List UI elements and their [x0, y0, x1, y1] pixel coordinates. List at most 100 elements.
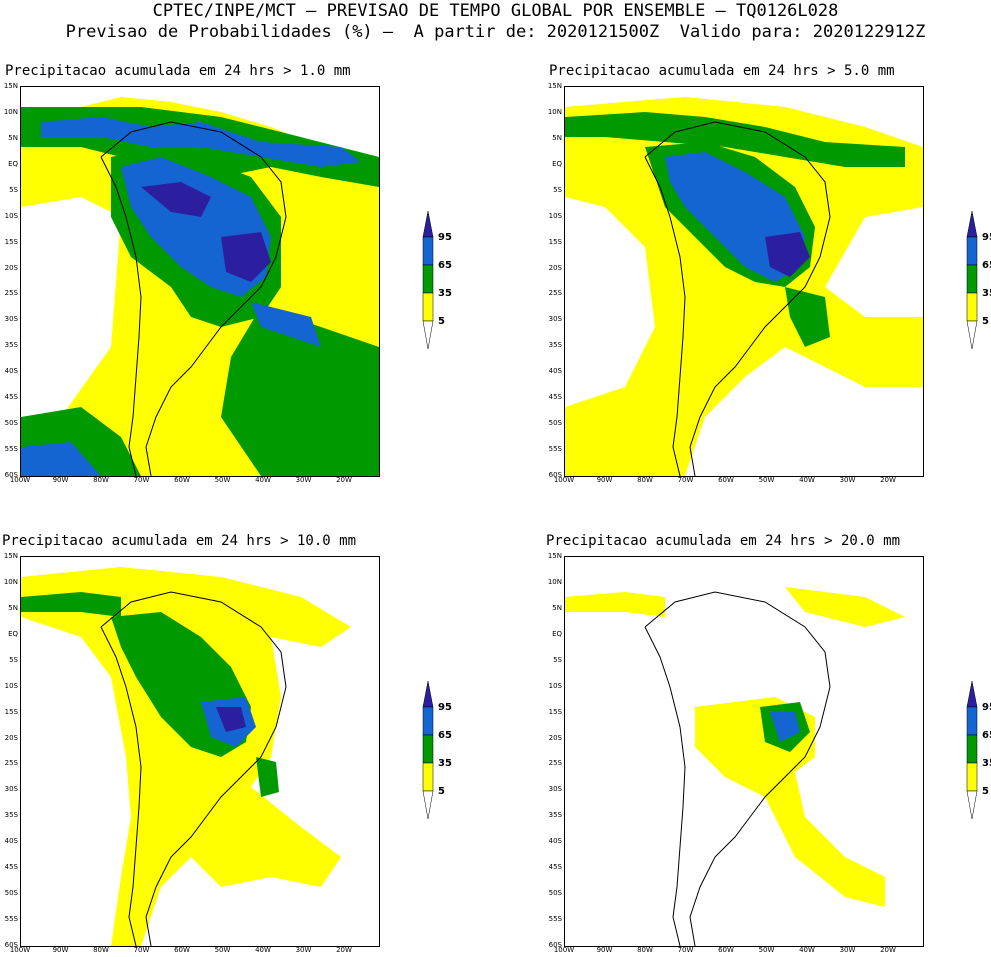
legend-label-5: 5: [982, 786, 989, 797]
lat-label: 35S: [4, 341, 18, 350]
lon-label: 40W: [799, 476, 815, 484]
lon-label: 60W: [718, 946, 734, 954]
lat-label: 20S: [548, 733, 562, 742]
legend-label-65: 65: [982, 730, 991, 741]
legend-label-65: 65: [438, 260, 452, 271]
lon-label: 80W: [93, 476, 109, 484]
lon-label: 20W: [880, 946, 896, 954]
legend-label-65: 65: [438, 730, 452, 741]
lat-label: 40S: [4, 367, 18, 376]
lat-label: EQ: [552, 629, 562, 638]
lat-label: 40S: [548, 837, 562, 846]
lat-label: 10N: [547, 107, 562, 116]
legend-label-95: 95: [438, 702, 452, 713]
lon-label: 40W: [255, 476, 271, 484]
lat-label: 20S: [4, 263, 18, 272]
lon-label: 70W: [133, 946, 150, 954]
lon-label: 100W: [9, 946, 31, 954]
lat-label: 5S: [9, 185, 18, 194]
legend-panel-1: 95 65 35 5: [418, 210, 478, 361]
lat-label: 45S: [548, 863, 562, 872]
lon-label: 100W: [553, 946, 575, 954]
panel-3-title: Precipitacao acumulada em 24 hrs > 10.0 …: [2, 533, 357, 549]
lon-label: 30W: [839, 476, 856, 484]
lat-label: 10N: [3, 107, 18, 116]
lon-label: 80W: [93, 946, 109, 954]
lat-label: 15S: [548, 237, 562, 246]
lon-label: 100W: [9, 476, 31, 484]
lat-label: 15N: [547, 82, 562, 90]
legend-label-95: 95: [982, 232, 991, 243]
lat-label: 55S: [548, 915, 562, 924]
lat-label: 5N: [8, 603, 18, 612]
legend-panel-3: 95 65 35 5: [418, 680, 478, 831]
legend-label-65: 65: [982, 260, 991, 271]
lon-label: 50W: [214, 476, 231, 484]
lat-label: 25S: [548, 759, 562, 768]
legend-label-5: 5: [438, 786, 445, 797]
lat-label: 55S: [4, 445, 18, 454]
panel-4-title: Precipitacao acumulada em 24 hrs > 20.0 …: [546, 533, 901, 549]
lon-label: 80W: [637, 476, 653, 484]
lat-label: 15S: [548, 707, 562, 716]
lon-label: 90W: [52, 476, 69, 484]
coastline: [644, 121, 831, 476]
lat-label: 20S: [548, 263, 562, 272]
probability-shading: [21, 87, 379, 476]
lon-label: 40W: [799, 946, 815, 954]
lon-label: 90W: [52, 946, 69, 954]
legend-label-5: 5: [982, 316, 989, 327]
lon-label: 30W: [295, 946, 312, 954]
lat-label: 15S: [4, 707, 18, 716]
lat-label: 50S: [548, 889, 562, 898]
panel-2-title: Precipitacao acumulada em 24 hrs > 5.0 m…: [549, 63, 895, 79]
lat-label: 15S: [4, 237, 18, 246]
legend-panel-4: 95 65 35 5: [962, 680, 991, 831]
lon-label: 30W: [295, 476, 312, 484]
lon-label: 60W: [718, 476, 734, 484]
lon-label: 100W: [553, 476, 575, 484]
legend-label-95: 95: [438, 232, 452, 243]
lat-label: 45S: [548, 393, 562, 402]
lat-label: 60S: [548, 941, 562, 949]
lat-label: 5N: [552, 133, 562, 142]
lon-label: 70W: [133, 476, 150, 484]
main-title: CPTEC/INPE/MCT – PREVISAO DE TEMPO GLOBA…: [152, 1, 839, 21]
lon-label: 70W: [677, 476, 694, 484]
lat-label: 50S: [4, 419, 18, 428]
lat-label: 5N: [552, 603, 562, 612]
lat-label: 10S: [4, 681, 18, 690]
lat-label: 20S: [4, 733, 18, 742]
lon-label: 50W: [758, 476, 775, 484]
coastline: [100, 121, 287, 476]
lat-label: 5S: [553, 655, 562, 664]
legend-label-95: 95: [982, 702, 991, 713]
lat-label: 40S: [548, 367, 562, 376]
lat-label: 25S: [4, 289, 18, 298]
lon-label: 90W: [596, 476, 613, 484]
subtitle: Previsao de Probabilidades (%) – A parti…: [65, 22, 926, 42]
lat-label: 35S: [4, 811, 18, 820]
lon-label: 90W: [596, 946, 613, 954]
lat-label: EQ: [8, 629, 18, 638]
lat-label: 30S: [548, 315, 562, 324]
map-panel-3: [20, 556, 380, 947]
lat-label: 60S: [4, 471, 18, 479]
lat-label: 25S: [4, 759, 18, 768]
lat-label: 10S: [548, 211, 562, 220]
lat-label: 10S: [4, 211, 18, 220]
lat-label: EQ: [8, 159, 18, 168]
lat-label: 5N: [8, 133, 18, 142]
lon-label: 50W: [758, 946, 775, 954]
lat-label: 25S: [548, 289, 562, 298]
lat-label: 35S: [548, 811, 562, 820]
lat-label: 35S: [548, 341, 562, 350]
lat-label: 55S: [4, 915, 18, 924]
lat-label: 5S: [9, 655, 18, 664]
lat-label: 60S: [548, 471, 562, 479]
lat-label: 10N: [3, 577, 18, 586]
lat-label: 60S: [4, 941, 18, 949]
lat-label: 15N: [3, 552, 18, 560]
lat-label: 10S: [548, 681, 562, 690]
lon-label: 60W: [174, 476, 190, 484]
